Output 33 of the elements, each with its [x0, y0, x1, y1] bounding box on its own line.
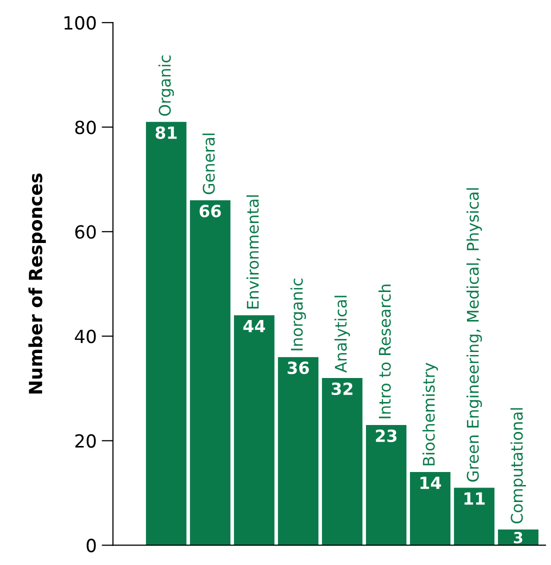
x-tick-label: Green Engineering, Medical, Physical	[466, 188, 482, 482]
data-label: 3	[514, 532, 522, 544]
y-tick-label: 100	[64, 16, 96, 30]
x-tick-label: Intro to Research	[378, 284, 391, 418]
x-tick-label: Biochemistry	[422, 362, 438, 466]
bar	[322, 378, 362, 546]
bar	[410, 472, 450, 546]
data-label: 81	[156, 126, 177, 139]
bar	[234, 315, 274, 546]
y-tick-label: 40	[74, 330, 96, 344]
bar	[454, 488, 494, 546]
y-tick-label: 0	[86, 538, 96, 552]
y-axis-title: Number of Responces	[28, 174, 46, 394]
x-tick-label: Inorganic	[290, 278, 306, 350]
bar	[146, 122, 186, 546]
data-label: 44	[243, 320, 266, 332]
x-tick-label: Environmental	[246, 195, 259, 308]
data-label: 14	[420, 476, 442, 489]
x-tick-label: Analytical	[334, 296, 350, 373]
x-tick-label: General	[202, 134, 215, 194]
bar	[366, 425, 406, 546]
data-label: 23	[376, 429, 396, 442]
y-tick-label: 60	[75, 225, 96, 239]
y-tick-label: 20	[75, 434, 96, 448]
x-tick-label: Organic	[158, 56, 174, 116]
data-label: 32	[332, 382, 352, 396]
data-label: 66	[200, 204, 221, 218]
x-tick-label: Computational	[510, 408, 526, 524]
data-label: 11	[464, 492, 485, 505]
bar	[190, 200, 230, 546]
data-label: 36	[288, 362, 309, 374]
y-tick-label: 80	[75, 120, 96, 134]
bar	[278, 357, 318, 546]
